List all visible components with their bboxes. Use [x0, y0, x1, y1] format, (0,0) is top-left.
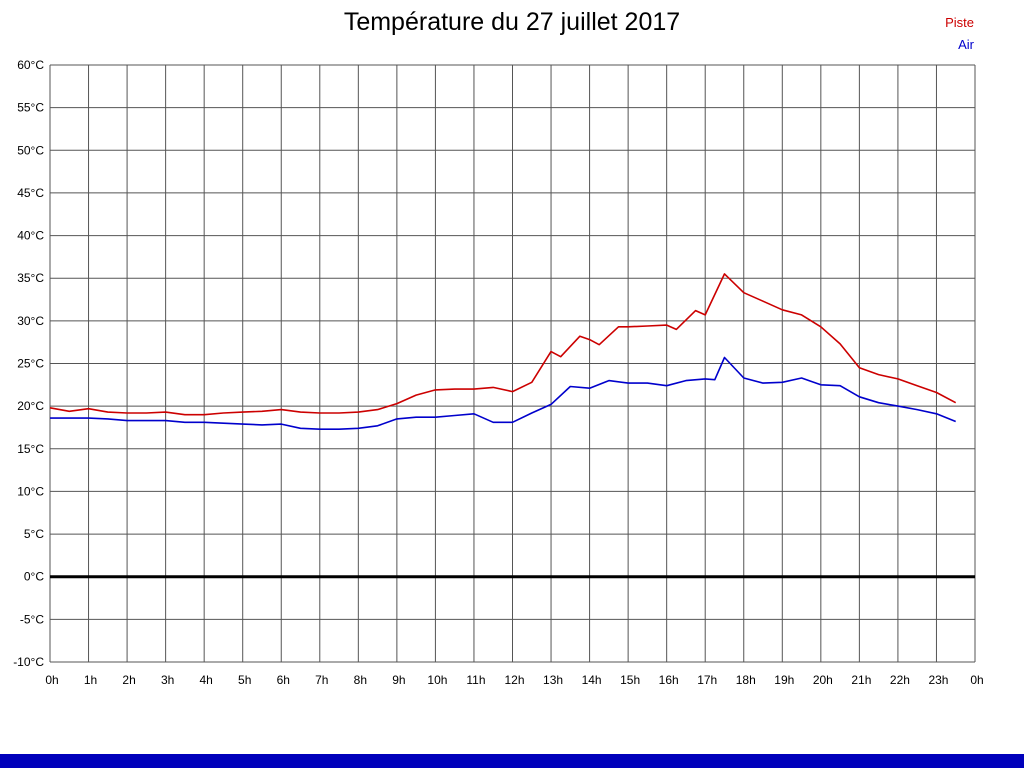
- y-axis-tick-label: 25°C: [17, 357, 44, 371]
- x-axis-tick-label: 0h: [45, 673, 58, 687]
- x-axis-tick-label: 0h: [970, 673, 983, 687]
- x-axis-tick-label: 4h: [199, 673, 212, 687]
- y-axis-tick-label: 40°C: [17, 229, 44, 243]
- chart-title: Température du 27 juillet 2017: [343, 8, 681, 36]
- x-axis-tick-label: 19h: [774, 673, 794, 687]
- x-axis-tick-label: 11h: [466, 673, 485, 687]
- legend-item-air: Air: [958, 37, 974, 52]
- x-axis-tick-label: 22h: [890, 673, 910, 687]
- y-axis-tick-label: -10°C: [13, 655, 44, 669]
- x-axis-tick-label: 21h: [851, 673, 871, 687]
- x-axis-tick-label: 15h: [620, 673, 640, 687]
- x-axis-tick-label: 12h: [504, 673, 524, 687]
- x-axis-tick-label: 6h: [277, 673, 290, 687]
- x-axis-tick-label: 13h: [543, 673, 563, 687]
- chart-legend: Piste Air: [945, 12, 974, 56]
- series-line-air: [50, 356, 956, 431]
- x-axis-tick-label: 8h: [354, 673, 367, 687]
- x-axis-tick-label: 5h: [238, 673, 251, 687]
- legend-item-piste: Piste: [945, 15, 974, 30]
- x-axis-tick-label: 1h: [84, 673, 97, 687]
- x-axis-tick-label: 18h: [736, 673, 756, 687]
- x-axis-tick-label: 14h: [582, 673, 602, 687]
- x-axis-tick-label: 3h: [161, 673, 174, 687]
- y-axis-tick-label: 0°C: [24, 570, 44, 584]
- y-axis-tick-label: -5°C: [20, 612, 44, 626]
- y-axis-tick-label: 5°C: [24, 527, 44, 541]
- y-axis-tick-label: 35°C: [17, 271, 44, 285]
- x-axis-tick-label: 17h: [697, 673, 717, 687]
- y-axis-tick-label: 50°C: [17, 143, 44, 157]
- y-axis-tick-label: 30°C: [17, 314, 44, 328]
- y-axis-tick-label: 55°C: [17, 101, 44, 115]
- series-line-piste: [49, 273, 957, 416]
- x-axis-tick-label: 23h: [928, 673, 948, 687]
- x-axis-tick-label: 16h: [659, 673, 679, 687]
- y-axis-tick-label: 45°C: [17, 186, 44, 200]
- y-axis-tick-label: 20°C: [17, 399, 44, 413]
- y-axis-tick-label: 10°C: [17, 484, 44, 498]
- x-axis-tick-label: 10h: [427, 673, 447, 687]
- y-axis-tick-label: 60°C: [17, 58, 44, 72]
- bottom-bar: [0, 754, 1024, 768]
- x-axis-tick-label: 20h: [813, 673, 833, 687]
- y-axis-tick-label: 15°C: [17, 442, 44, 456]
- x-axis-tick-label: 2h: [122, 673, 135, 687]
- x-axis-tick-label: 9h: [392, 673, 405, 687]
- x-axis-tick-label: 7h: [315, 673, 328, 687]
